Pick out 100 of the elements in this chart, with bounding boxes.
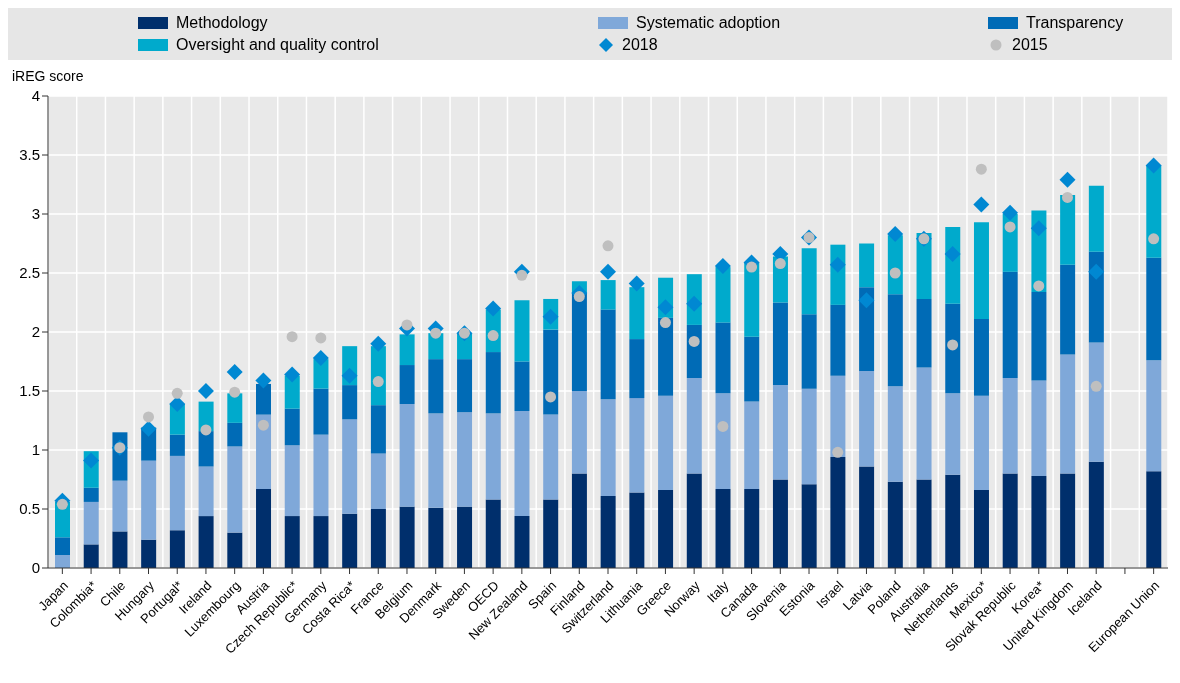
bar <box>658 395 674 491</box>
bar <box>801 484 817 568</box>
bar <box>514 361 530 412</box>
bar <box>399 334 415 366</box>
point <box>286 331 298 343</box>
point <box>370 335 387 352</box>
point <box>774 258 786 270</box>
point <box>1002 204 1019 221</box>
point <box>688 335 700 347</box>
point <box>829 256 846 273</box>
bar <box>600 280 616 310</box>
bar <box>227 532 243 568</box>
bar <box>55 555 70 568</box>
bar <box>686 473 702 568</box>
point <box>257 419 269 431</box>
bar <box>370 405 386 454</box>
bar <box>973 319 989 396</box>
legend-label: Methodology <box>176 14 268 32</box>
point <box>1030 220 1047 237</box>
bar <box>1031 380 1047 476</box>
bar <box>801 388 817 485</box>
point <box>143 411 155 423</box>
bar <box>1088 342 1104 462</box>
bar <box>428 413 444 508</box>
bar <box>1146 360 1162 472</box>
bar <box>715 393 731 489</box>
point <box>1090 380 1102 392</box>
y-tick-label: 2 <box>31 323 40 341</box>
bar <box>715 488 731 568</box>
bar <box>629 398 645 493</box>
point <box>1004 221 1016 233</box>
point <box>197 383 214 399</box>
point <box>83 452 100 469</box>
bar <box>571 391 587 474</box>
bar <box>1002 378 1018 474</box>
bar <box>658 490 674 568</box>
bar <box>543 329 559 415</box>
y-axis-title: iREG score <box>11 68 85 86</box>
y-tick-label: 1 <box>31 441 40 459</box>
legend-label: 2018 <box>622 36 658 54</box>
y-tick-label: 3 <box>31 205 40 223</box>
y-tick-label: 4 <box>31 87 40 105</box>
bar <box>1088 251 1104 343</box>
bar <box>973 490 989 568</box>
bar <box>830 375 846 458</box>
bar <box>715 267 731 323</box>
bar <box>514 411 530 517</box>
bar <box>169 530 185 568</box>
bar <box>485 499 501 568</box>
bar <box>859 243 875 288</box>
bar <box>1002 271 1018 379</box>
point <box>858 292 875 309</box>
bar <box>916 367 932 480</box>
point <box>659 317 671 329</box>
point <box>887 226 904 243</box>
bar <box>859 466 875 568</box>
bar <box>342 513 358 568</box>
bar <box>198 516 214 568</box>
point <box>226 364 243 381</box>
bar <box>830 304 846 376</box>
bar <box>916 479 932 568</box>
bar <box>1031 475 1047 568</box>
bar <box>284 408 300 446</box>
bar <box>887 481 903 568</box>
point <box>56 498 68 510</box>
bar <box>945 393 961 475</box>
bar <box>1060 195 1076 265</box>
bar <box>141 539 157 568</box>
bar <box>945 474 961 568</box>
bar <box>744 262 760 337</box>
bar <box>801 248 817 315</box>
bar <box>1060 354 1076 474</box>
point <box>600 263 616 280</box>
bar <box>370 453 386 509</box>
bar <box>1088 185 1104 252</box>
bar <box>744 336 760 402</box>
bar <box>485 413 501 500</box>
bar <box>198 431 214 467</box>
bar <box>227 446 243 533</box>
bar <box>887 386 903 482</box>
point <box>315 332 327 344</box>
point <box>657 299 674 316</box>
point <box>1148 233 1160 245</box>
legend-label: Transparency <box>1026 14 1124 32</box>
y-tick-label: 0 <box>31 559 40 577</box>
point <box>401 319 413 331</box>
bar <box>830 457 846 568</box>
bar <box>55 537 70 556</box>
point <box>341 367 358 384</box>
legend-label: Oversight and quality control <box>176 36 379 54</box>
bar <box>945 303 961 394</box>
bar <box>83 501 99 545</box>
bar <box>256 414 272 489</box>
point <box>284 366 301 383</box>
bar <box>1060 473 1076 568</box>
bar <box>457 412 473 507</box>
bar <box>457 506 473 568</box>
bar <box>629 339 645 399</box>
point <box>229 386 241 398</box>
point <box>200 424 212 436</box>
